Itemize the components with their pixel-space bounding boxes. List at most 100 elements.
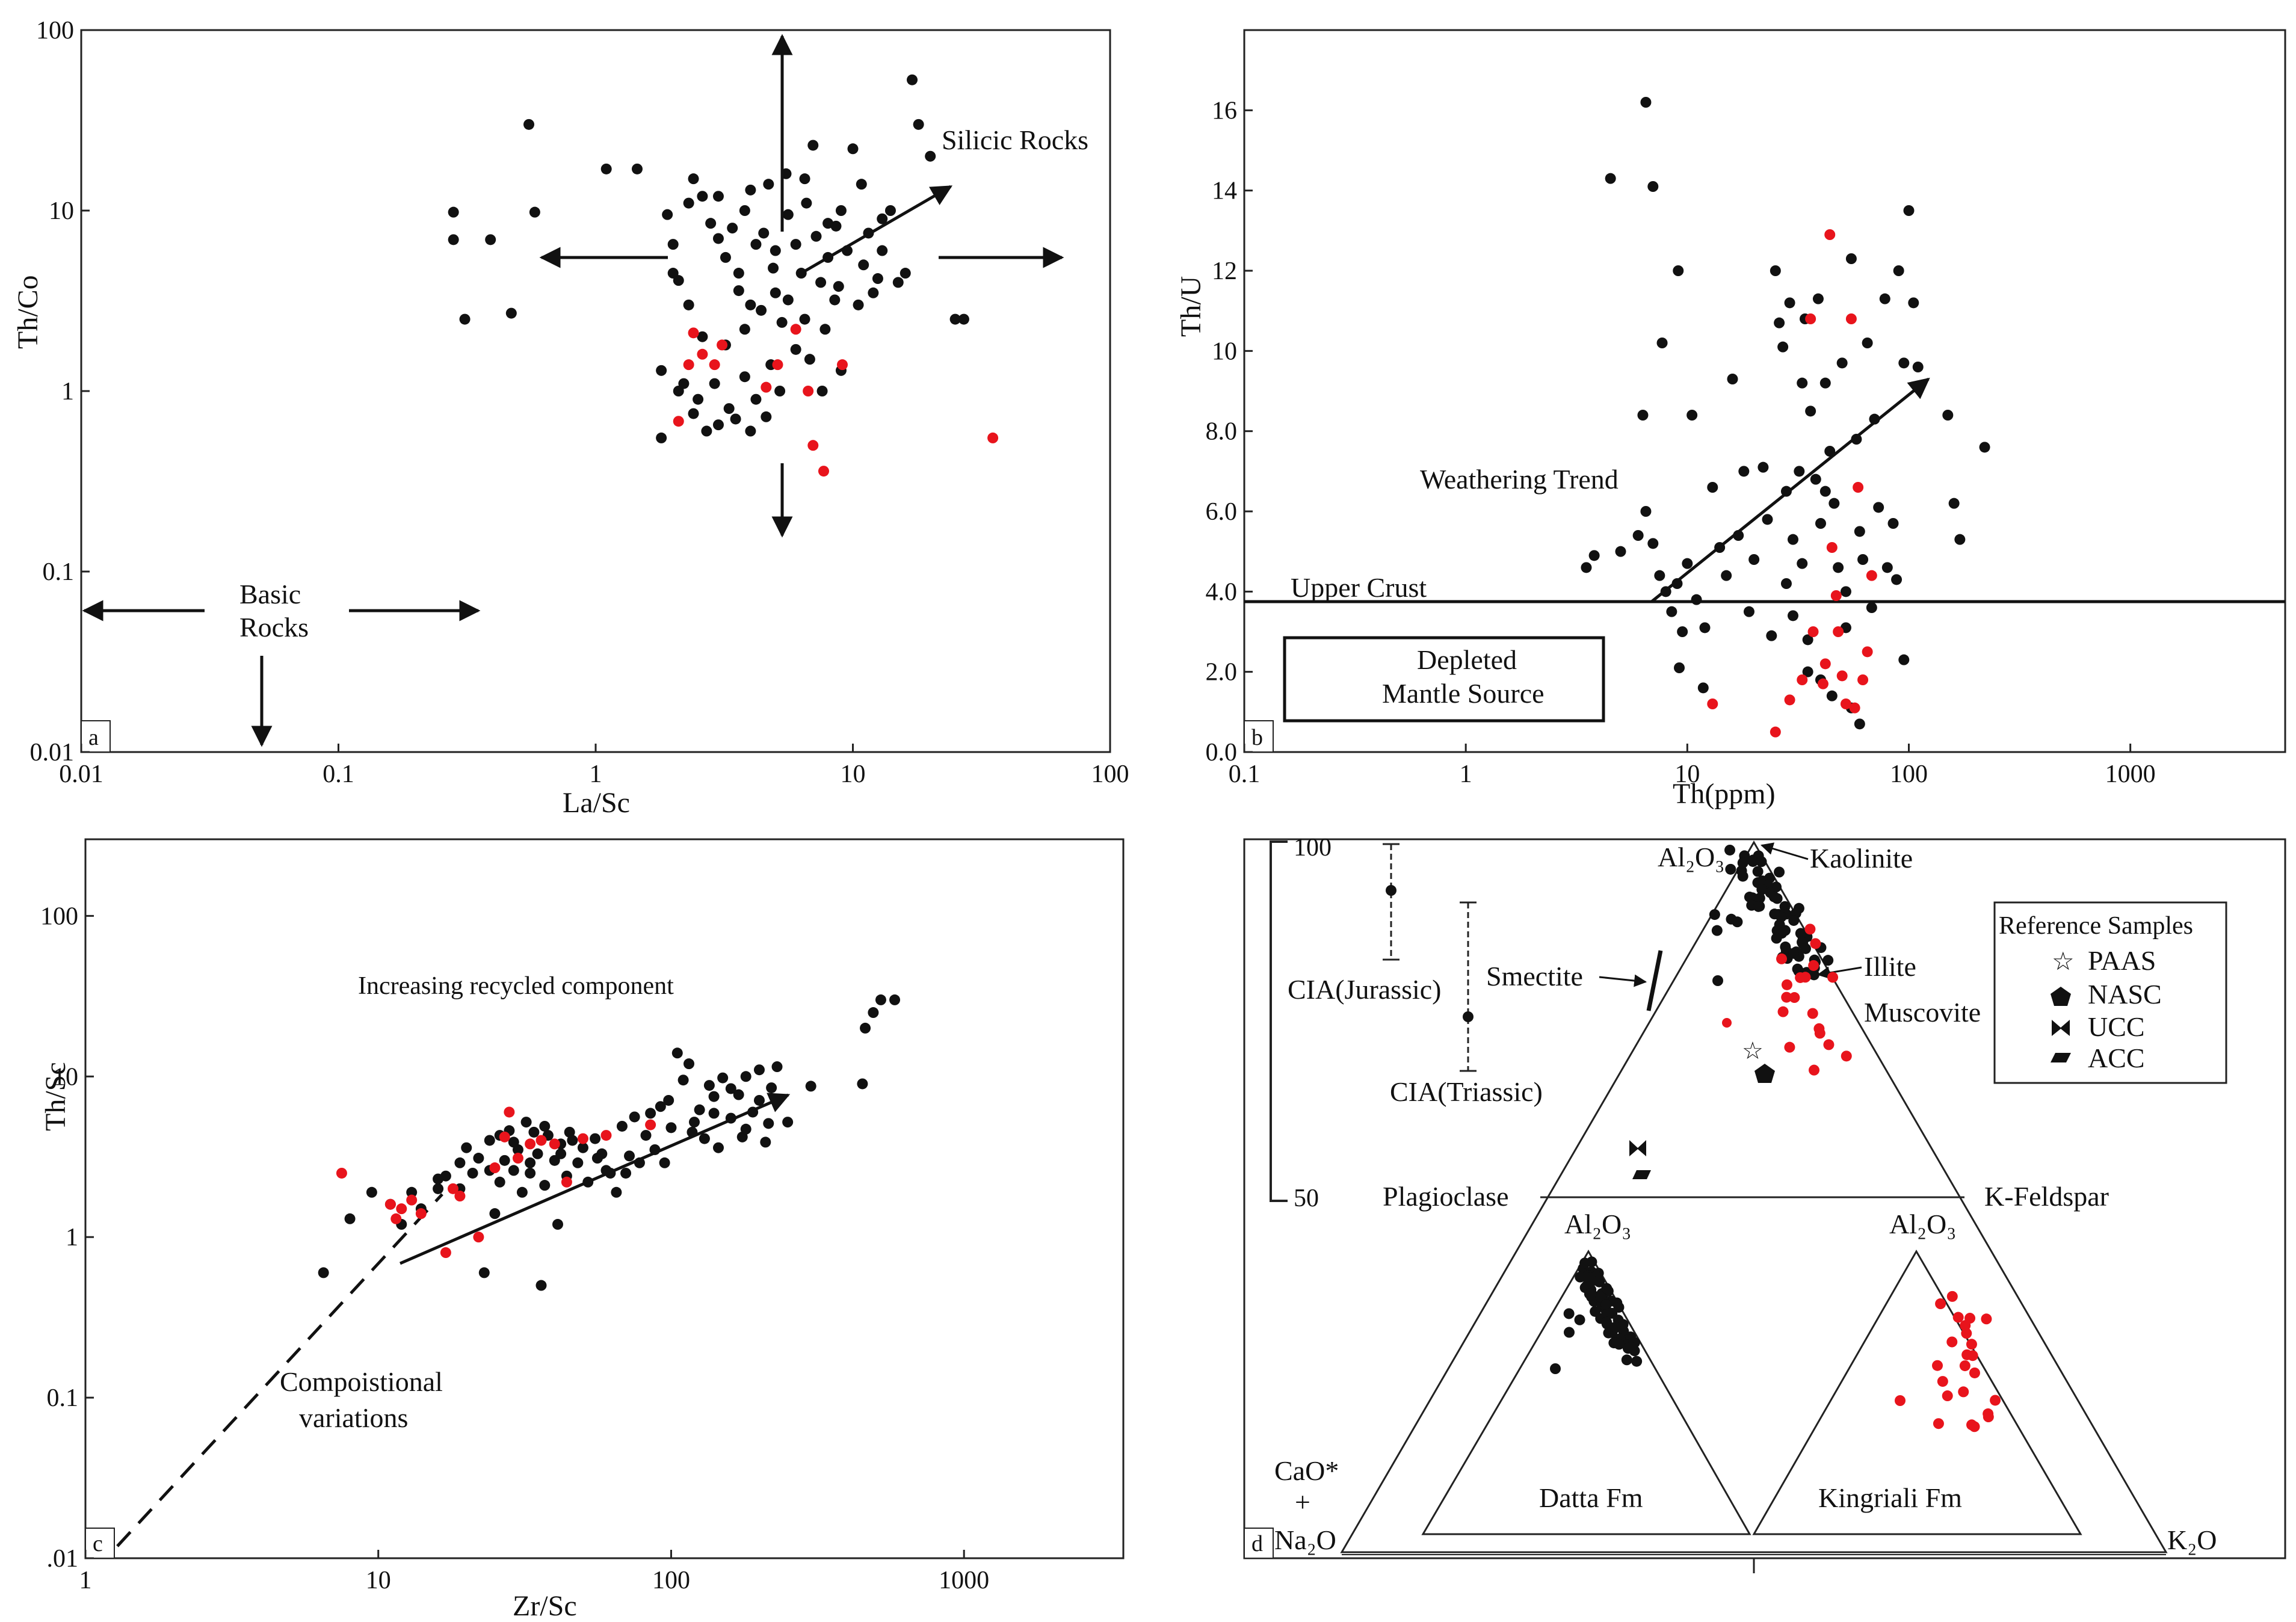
scatter-point-black [795,268,807,279]
y-tick-label: 16 [1212,97,1237,125]
basic-label-2: Rocks [239,612,309,643]
scatter-point-red [1857,674,1869,685]
scatter-point-black [1794,466,1805,477]
kingriali-point-red [1932,1360,1943,1371]
ternary-point-red [1807,1008,1818,1019]
y-tick-label: 4.0 [1206,578,1238,606]
x-tick-label: 1 [79,1567,92,1594]
x-tick-label: 10 [1674,760,1700,788]
scatter-point-black [688,173,699,185]
datta-point-black [1550,1363,1561,1374]
scatter-point-red [790,324,801,335]
ternary-point-black [1725,863,1736,875]
y-tick-label: 8.0 [1206,418,1238,446]
scatter-point-black [725,1112,736,1124]
scatter-point-black [725,1083,736,1094]
scatter-point-red [1830,590,1842,601]
datta-sub-triangle [1421,1250,1751,1535]
scatter-point-black [665,1122,677,1133]
scatter-point-black [528,1126,540,1138]
scatter-point-black [1891,574,1903,585]
scatter-point-black [688,1117,700,1128]
scatter-point-black [485,234,496,245]
panel-b-letter: b [1251,725,1263,750]
scatter-point-black [1833,562,1844,573]
scatter-point-black [900,268,911,279]
scatter-point-black [750,239,762,250]
scatter-point-red [440,1247,451,1259]
scatter-point-red [447,1183,458,1194]
scatter-point-black [1721,570,1732,581]
scatter-point-black [478,1267,490,1278]
scatter-point-black [829,294,841,306]
scatter-point-black [822,251,834,263]
scatter-point-black [717,1072,729,1084]
legend-pentagon-icon [2051,987,2071,1006]
panel-b: b 0.1 1 10 100 1000 0.0 2.0 4.0 6.0 8.0 10 12 14 16 T… [1175,29,2286,810]
scatter-point-red [600,1130,612,1141]
depleted-label-2: Mantle Source [1382,678,1545,709]
scatter-point-black [693,393,704,405]
scatter-point-black [631,163,643,174]
scatter-point-black [448,206,459,218]
kingriali-fm-label: Kingriali Fm [1818,1482,1962,1513]
depleted-mantle-box [1283,636,1605,723]
scatter-point-black [552,1219,563,1230]
kingriali-point-red [1983,1411,1994,1423]
datta-point-black [1631,1355,1643,1367]
scatter-point-black [525,1157,536,1168]
scatter-point-black [1673,265,1684,276]
scatter-point-black [1828,498,1840,509]
x-tick-label: 100 [652,1567,690,1594]
scatter-point-black [740,1123,751,1135]
ternary-point-red [1781,979,1792,990]
smectite-segment [1652,955,1653,957]
scatter-point-black [1757,461,1769,473]
scatter-point-black [600,1165,612,1176]
basic-label-1: Basic [239,579,301,609]
scatter-point-red [1784,694,1795,706]
scatter-point-black [790,239,801,250]
scatter-point-black [1687,410,1698,421]
ternary-point-black [1769,908,1780,920]
scatter-point-black [624,1150,635,1162]
scatter-point-black [1727,374,1738,384]
datta-point-black [1563,1327,1575,1338]
scatter-point-black [433,1183,444,1194]
scatter-point-black [1857,554,1869,565]
scatter-point-red [561,1176,572,1188]
scatter-point-black [753,1094,765,1106]
kingriali-point-red [1961,1328,1972,1339]
scatter-point-black [616,1120,628,1132]
panel-d-letter-box [1244,1528,1274,1559]
x-tick-label: 1 [590,760,602,788]
scatter-point-black [889,994,901,1005]
plagioclase-label: Plagioclase [1383,1181,1509,1212]
scatter-point-black [508,1136,519,1148]
x-tick-label: 10 [366,1567,391,1594]
scatter-point-black [1588,550,1600,561]
kingriali-point-red [1966,1339,1977,1350]
scatter-point-red [987,432,999,443]
scatter-point-black [1697,682,1709,694]
scatter-point-black [782,1117,794,1128]
scatter-point-black [807,140,819,151]
datta-point-black [1609,1321,1621,1333]
nasc-marker-icon [1754,1064,1775,1083]
scatter-point-red [673,416,684,427]
scatter-point-black [662,209,673,220]
scatter-point-black [763,1118,774,1129]
scatter-point-black [1948,498,1960,509]
scatter-point-red [1853,482,1864,493]
scatter-point-red [1826,542,1838,553]
ternary-point-red [1776,953,1788,964]
scatter-point-black [858,259,869,271]
arrow-silicic [799,185,953,276]
panel-c-ylabel: Th/Sc [40,1062,72,1131]
y-tick-label: 12 [1212,257,1237,285]
scatter-point-black [684,1058,695,1070]
scatter-point-black [699,1133,710,1144]
scatter-point-black [683,197,694,209]
scatter-point-black [656,432,667,443]
scatter-point-red [1862,646,1873,658]
